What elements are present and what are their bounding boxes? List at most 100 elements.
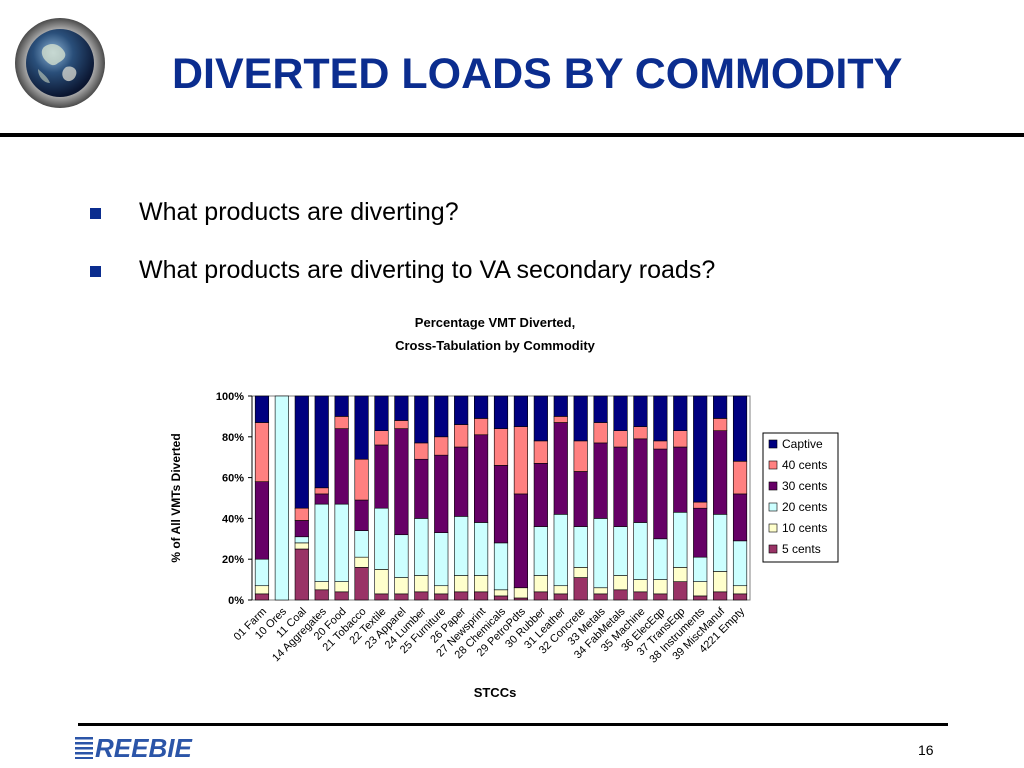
bar-segment (474, 434, 489, 523)
bar-segment (274, 395, 289, 601)
bar-segment (493, 589, 509, 597)
legend-swatch (768, 460, 778, 470)
bar-segment (513, 395, 528, 427)
bar-segment (673, 567, 688, 582)
bar-segment (414, 458, 429, 519)
bar-segment (434, 454, 449, 533)
bar-segment (573, 577, 588, 601)
legend-label: 40 cents (782, 458, 827, 472)
bar-segment (454, 424, 469, 448)
bar-segment (513, 597, 528, 601)
bar-segment (593, 395, 608, 423)
bar-segment (693, 595, 708, 601)
bar-segment (613, 446, 628, 527)
bar-segment (434, 532, 449, 587)
bar-segment (732, 493, 748, 542)
bar-segment (474, 418, 489, 436)
bar-segment (673, 581, 688, 601)
bar-segment (593, 422, 608, 444)
bar-segment (354, 567, 369, 601)
bar-segment (573, 567, 588, 578)
bar-segment (334, 416, 349, 429)
y-tick-label: 40% (222, 513, 244, 525)
bar-segment (374, 593, 389, 601)
stacked-bar-chart: Percentage VMT Diverted, Cross-Tabulation… (169, 315, 839, 700)
globe-logo (15, 18, 105, 108)
bar-segment (414, 395, 429, 444)
bar-segment (593, 593, 608, 601)
bar-segment (493, 465, 509, 544)
y-tick-label: 0% (228, 595, 244, 607)
bar-segment (334, 581, 349, 593)
bar-segment (713, 514, 728, 572)
bar-segment (713, 418, 728, 431)
bar-segment (434, 593, 449, 601)
bar-segment (553, 585, 568, 595)
chart-title-line: Percentage VMT Diverted, (415, 315, 575, 330)
bar-segment (493, 595, 509, 601)
bar-segment (732, 395, 748, 462)
bar-segment (493, 542, 509, 591)
bar-segment (693, 395, 708, 503)
legend-label: 10 cents (782, 521, 827, 535)
bar-segment (294, 542, 309, 550)
y-tick-label: 60% (222, 473, 244, 485)
bar-segment (653, 395, 668, 442)
bar-segment (732, 460, 748, 495)
legend-swatch (768, 544, 778, 554)
bar-segment (414, 575, 429, 593)
bar-segment (553, 416, 568, 423)
bar-segment (314, 581, 329, 591)
chart: Percentage VMT Diverted, Cross-Tabulation… (150, 305, 870, 710)
legend-swatch (768, 439, 778, 449)
bar-segment (533, 395, 548, 442)
bar-segment (653, 448, 668, 540)
bar-segment (374, 569, 389, 595)
bar-segment (732, 593, 748, 601)
legend-label: 5 cents (782, 542, 821, 556)
bar-segment (613, 395, 628, 431)
bar-segment (374, 507, 389, 570)
bar-segment (454, 575, 469, 593)
bar-segment (732, 540, 748, 587)
footer-divider (78, 723, 948, 726)
bar-segment (613, 589, 628, 601)
bar-segment (693, 581, 708, 597)
bar-segment (613, 526, 628, 576)
y-tick-label: 20% (222, 554, 244, 566)
bar-segment (394, 420, 409, 429)
slide-title: DIVERTED LOADS BY COMMODITY (172, 50, 903, 98)
bar-segment (314, 487, 329, 495)
bar-segment (633, 395, 648, 427)
legend-swatch (768, 481, 778, 491)
bar-segment (354, 458, 369, 501)
bar-segment (454, 591, 469, 601)
bar-segment (394, 577, 409, 595)
bar-segment (693, 501, 708, 509)
bar-segment (633, 426, 648, 440)
bar-segment (314, 493, 329, 505)
bar-segment (314, 589, 329, 601)
bar-segment (553, 593, 568, 601)
bar-segment (474, 575, 489, 593)
bar-segment (593, 518, 608, 589)
bullet-square-icon (90, 266, 101, 277)
bar-segment (394, 593, 409, 601)
logo-text: REEBIE (95, 734, 192, 760)
bar-segment (613, 430, 628, 448)
bar-segment (573, 440, 588, 472)
bar-segment (573, 395, 588, 442)
bar-segment (673, 395, 688, 431)
bar-segment (254, 395, 270, 423)
legend-label: 20 cents (782, 500, 827, 514)
bar-segment (434, 436, 449, 456)
bar-segment (394, 395, 409, 421)
bar-segment (673, 430, 688, 448)
bar-segment (254, 422, 270, 482)
chart-title-line: Cross-Tabulation by Commodity (395, 338, 596, 353)
bar-segment (314, 503, 329, 582)
bar-segment (374, 395, 389, 431)
y-tick-label: 100% (216, 391, 244, 403)
bar-segment (613, 575, 628, 591)
bar-segment (254, 593, 270, 601)
